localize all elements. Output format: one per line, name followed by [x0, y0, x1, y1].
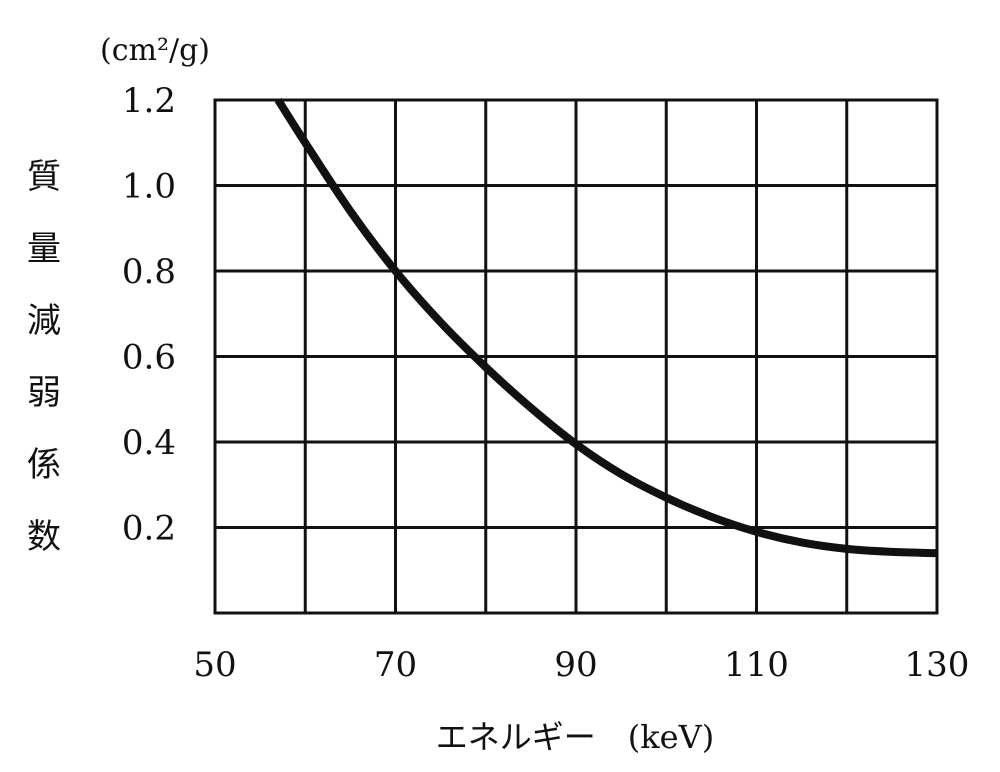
x-tick-label: 50 — [193, 645, 236, 685]
y-axis-label-char: 減 — [27, 301, 61, 341]
x-tick-label: 130 — [905, 645, 970, 685]
y-tick-labels: 0.2 0.4 0.6 0.8 1.0 1.2 — [122, 81, 176, 549]
attenuation-curve — [274, 97, 938, 558]
y-tick-label: 1.2 — [122, 81, 176, 121]
y-axis-label-char: 弱 — [27, 373, 61, 413]
series-curve — [274, 97, 938, 558]
y-axis-label-char: 量 — [27, 229, 61, 269]
y-axis-label-char: 係 — [27, 445, 61, 485]
x-axis-label: エネルギー (keV) — [436, 718, 714, 756]
y-tick-label: 0.8 — [122, 252, 176, 292]
y-unit-label: (cm²/g) — [100, 33, 210, 68]
y-tick-label: 0.6 — [122, 338, 176, 378]
x-tick-label: 70 — [374, 645, 417, 685]
y-tick-label: 0.4 — [122, 423, 176, 463]
plot-frame — [213, 98, 939, 615]
x-tick-labels: 50 70 90 110 130 — [193, 645, 969, 685]
y-tick-label: 1.0 — [122, 167, 176, 207]
y-axis-label-char: 質 — [27, 157, 61, 197]
x-tick-label: 90 — [554, 645, 597, 685]
y-tick-label: 0.2 — [122, 509, 176, 549]
y-axis-label-char: 数 — [27, 517, 61, 557]
x-tick-label: 110 — [724, 645, 789, 685]
